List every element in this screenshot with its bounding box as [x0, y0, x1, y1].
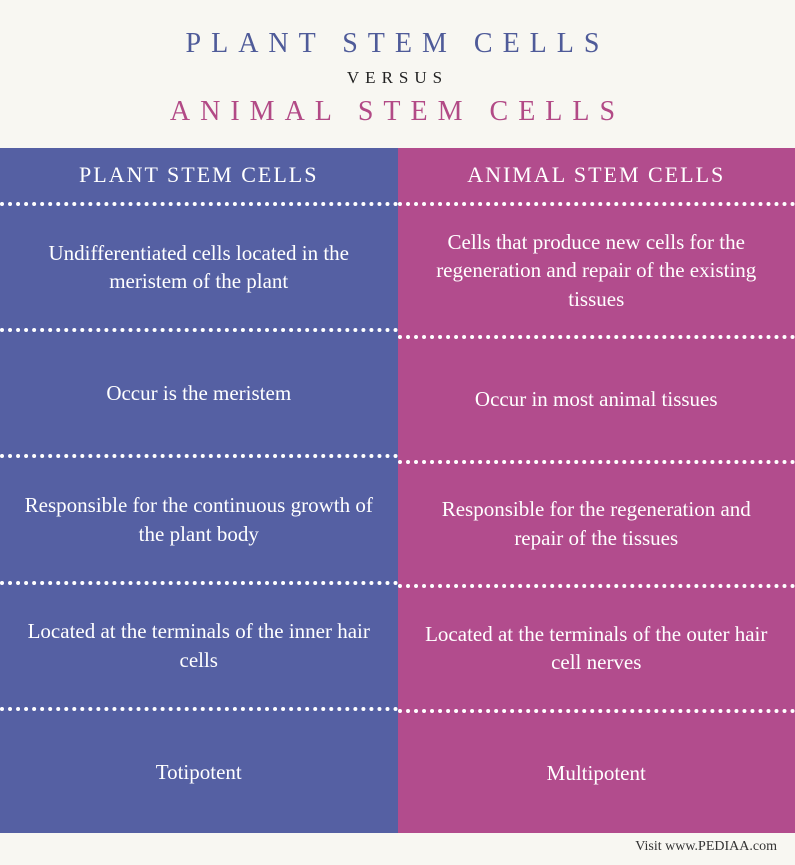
footer-credit: Visit www.PEDIAA.com	[0, 833, 795, 865]
column-header-plant: PLANT STEM CELLS	[0, 148, 398, 202]
cell-plant-4: Totipotent	[0, 707, 398, 833]
cell-animal-0: Cells that produce new cells for the reg…	[398, 202, 795, 335]
header: PLANT STEM CELLS VERSUS ANIMAL STEM CELL…	[0, 0, 795, 148]
column-plant: PLANT STEM CELLS Undifferentiated cells …	[0, 148, 398, 833]
cell-plant-0: Undifferentiated cells located in the me…	[0, 202, 398, 328]
cell-animal-2: Responsible for the regeneration and rep…	[398, 460, 795, 585]
infographic-container: PLANT STEM CELLS VERSUS ANIMAL STEM CELL…	[0, 0, 795, 865]
cell-animal-3: Located at the terminals of the outer ha…	[398, 584, 795, 709]
column-header-animal: ANIMAL STEM CELLS	[398, 148, 795, 202]
cell-animal-1: Occur in most animal tissues	[398, 335, 795, 460]
cell-plant-3: Located at the terminals of the inner ha…	[0, 581, 398, 707]
title-plant: PLANT STEM CELLS	[20, 28, 775, 60]
cell-plant-1: Occur is the meristem	[0, 328, 398, 454]
versus-label: VERSUS	[20, 68, 775, 88]
title-animal: ANIMAL STEM CELLS	[20, 96, 775, 128]
cell-plant-2: Responsible for the continuous growth of…	[0, 454, 398, 580]
column-animal: ANIMAL STEM CELLS Cells that produce new…	[398, 148, 795, 833]
comparison-table: PLANT STEM CELLS Undifferentiated cells …	[0, 148, 795, 833]
cell-animal-4: Multipotent	[398, 709, 795, 834]
